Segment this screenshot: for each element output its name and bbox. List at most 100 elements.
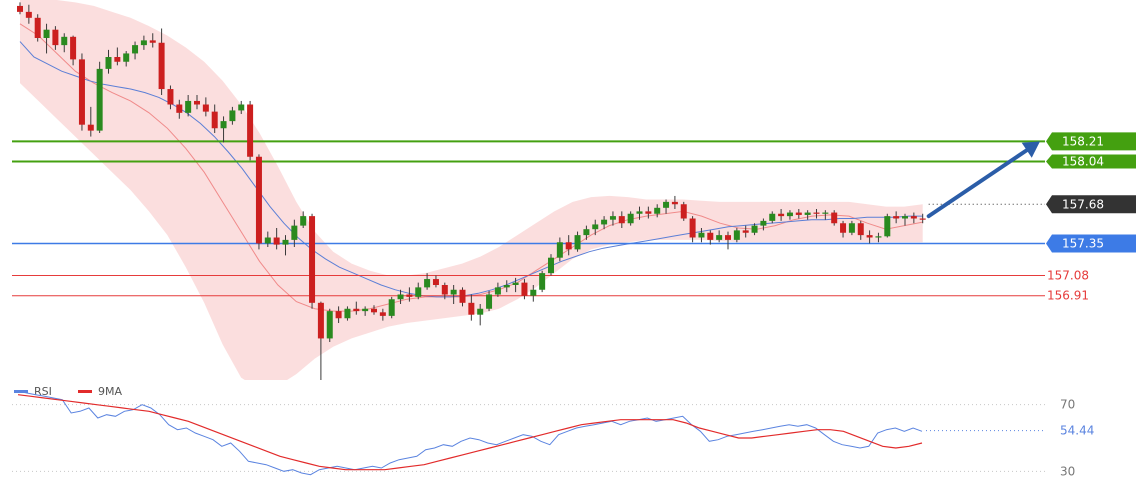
bullish-candle-body	[123, 53, 130, 62]
rsi-gridlines	[12, 404, 1045, 472]
bullish-candle-body	[105, 57, 112, 69]
bearish-candle-body	[176, 104, 183, 113]
candle	[309, 213, 316, 309]
bearish-candle-body	[689, 218, 696, 238]
bearish-candle-body	[78, 59, 85, 125]
price-tag-label: 157.68	[1062, 197, 1104, 211]
bearish-candle-body	[202, 104, 209, 112]
bullish-candle-body	[822, 212, 829, 214]
candle	[512, 277, 519, 293]
candle	[822, 210, 829, 220]
bullish-candle-body	[548, 257, 554, 274]
candlesticks	[17, 2, 926, 380]
bullish-candle-body	[769, 213, 776, 221]
bearish-candle-body	[34, 17, 41, 38]
candle	[185, 95, 192, 117]
price-tag-label: 156.91	[1047, 289, 1089, 303]
candle	[25, 4, 32, 24]
bullish-candle-body	[556, 242, 563, 258]
candle	[751, 223, 758, 236]
candle	[220, 116, 227, 143]
bearish-candle-body	[680, 204, 687, 219]
bullish-candle-body	[140, 40, 147, 46]
bullish-candle-body	[592, 224, 599, 230]
bullish-candle-body	[494, 287, 501, 295]
candle	[149, 33, 156, 48]
bullish-candle-body	[627, 213, 634, 224]
candle	[539, 270, 546, 293]
candle	[698, 228, 705, 243]
candle	[902, 213, 908, 226]
price-tag-resistance: 158.21	[1046, 132, 1136, 151]
bullish-candle-body	[654, 207, 661, 214]
bullish-candle-body	[609, 216, 616, 220]
bearish-candle-body	[194, 100, 200, 105]
candle	[344, 306, 351, 321]
bullish-candle-body	[185, 100, 192, 113]
bearish-candle-body	[831, 212, 838, 224]
price-tag-background	[1046, 154, 1136, 169]
candle	[432, 275, 439, 288]
bullish-candle-body	[450, 289, 457, 295]
candle	[910, 212, 917, 224]
candle	[397, 289, 404, 304]
bullish-candle-body	[415, 287, 422, 297]
candle	[247, 100, 254, 161]
candle	[875, 232, 882, 243]
candle	[804, 210, 811, 220]
price-tag-resistance: 158.04	[1046, 154, 1136, 169]
candle	[583, 225, 590, 240]
candle	[379, 308, 386, 321]
candle	[494, 282, 501, 297]
candle	[893, 211, 900, 224]
legend-label: 9MA	[98, 385, 122, 398]
candle	[548, 254, 554, 276]
bullish-candle-body	[698, 232, 705, 238]
rsi-axis-labels: 70 30 54.44	[1060, 398, 1094, 479]
candle	[132, 41, 139, 60]
bearish-candle-body	[468, 302, 475, 315]
bearish-candle-body	[167, 89, 174, 105]
bullish-candle-body	[530, 289, 537, 296]
price-chart: 158.21 158.04 157.68 157.35 157.08 156.91	[12, 0, 1136, 380]
bullish-candle-body	[300, 216, 307, 226]
bullish-candle-body	[326, 311, 333, 339]
candle	[609, 211, 616, 226]
candle	[450, 285, 457, 304]
candle	[34, 14, 41, 42]
price-tags: 158.21 158.04 157.68 157.35 157.08 156.91	[1046, 132, 1136, 303]
bullish-candle-body	[601, 219, 608, 225]
candle	[645, 206, 652, 219]
candle	[654, 204, 661, 218]
bullish-candle-body	[388, 299, 395, 316]
bearish-candle-body	[919, 218, 926, 220]
candle	[618, 211, 625, 228]
candle	[795, 209, 802, 219]
bullish-candle-body	[264, 237, 271, 244]
bearish-candle-body	[379, 312, 386, 316]
candle	[663, 199, 670, 214]
bullish-candle-body	[96, 68, 103, 131]
bollinger-band	[20, 0, 923, 380]
candle	[255, 154, 262, 250]
bearish-candle-body	[840, 223, 847, 233]
bearish-candle-body	[645, 211, 652, 214]
candle	[61, 33, 68, 53]
candle	[317, 301, 324, 380]
candle	[194, 95, 200, 110]
bearish-candle-body	[70, 36, 77, 60]
candle	[831, 210, 838, 226]
bullish-candle-body	[238, 104, 245, 111]
bullish-candle-body	[344, 308, 351, 319]
bearish-candle-body	[857, 223, 864, 236]
price-tag-background	[1046, 132, 1136, 151]
bearish-candle-body	[725, 235, 731, 240]
bearish-candle-body	[813, 212, 820, 214]
candle	[17, 2, 23, 15]
candle	[556, 237, 563, 262]
candle	[326, 308, 333, 342]
bearish-candle-body	[158, 42, 165, 90]
bullish-candle-body	[786, 212, 793, 217]
candle	[238, 100, 245, 114]
candle	[140, 35, 147, 50]
